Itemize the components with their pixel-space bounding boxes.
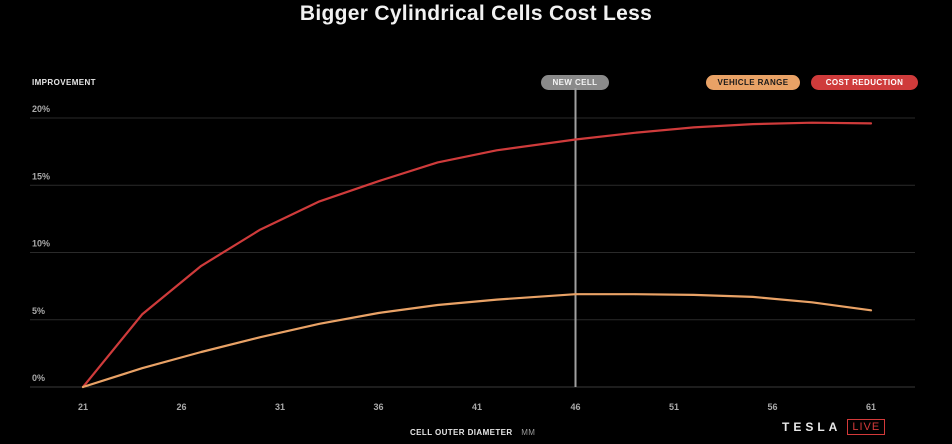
new-cell-marker-label: NEW CELL bbox=[541, 75, 609, 90]
y-tick-label: 10% bbox=[32, 239, 50, 249]
legend-cost-reduction: COST REDUCTION bbox=[811, 75, 918, 90]
x-axis-unit: MM bbox=[521, 428, 536, 437]
chart-title: Bigger Cylindrical Cells Cost Less bbox=[299, 2, 653, 25]
y-axis-label: IMPROVEMENT bbox=[32, 78, 96, 87]
x-axis-label: CELL OUTER DIAMETER bbox=[410, 428, 513, 437]
x-tick-label: 21 bbox=[78, 402, 88, 412]
brand-name: TESLA bbox=[782, 420, 842, 434]
x-tick-label: 41 bbox=[472, 402, 482, 412]
x-tick-label: 51 bbox=[669, 402, 679, 412]
y-tick-label: 5% bbox=[32, 306, 45, 316]
x-axis-title: CELL OUTER DIAMETER MM bbox=[410, 428, 535, 437]
tesla-live-logo: TESLA LIVE bbox=[782, 419, 886, 435]
legend-vehicle-range: VEHICLE RANGE bbox=[706, 75, 800, 90]
x-tick-label: 31 bbox=[275, 402, 285, 412]
x-tick-label: 36 bbox=[373, 402, 383, 412]
live-badge: LIVE bbox=[847, 419, 886, 435]
x-tick-label: 61 bbox=[866, 402, 876, 412]
x-tick-label: 26 bbox=[176, 402, 186, 412]
cost-reduction-line bbox=[81, 121, 873, 389]
y-tick-label: 20% bbox=[32, 104, 50, 114]
y-tick-label: 15% bbox=[32, 171, 50, 181]
vehicle-range-line bbox=[81, 293, 873, 389]
x-tick-label: 46 bbox=[570, 402, 580, 412]
y-tick-label: 0% bbox=[32, 373, 45, 383]
x-tick-label: 56 bbox=[767, 402, 777, 412]
